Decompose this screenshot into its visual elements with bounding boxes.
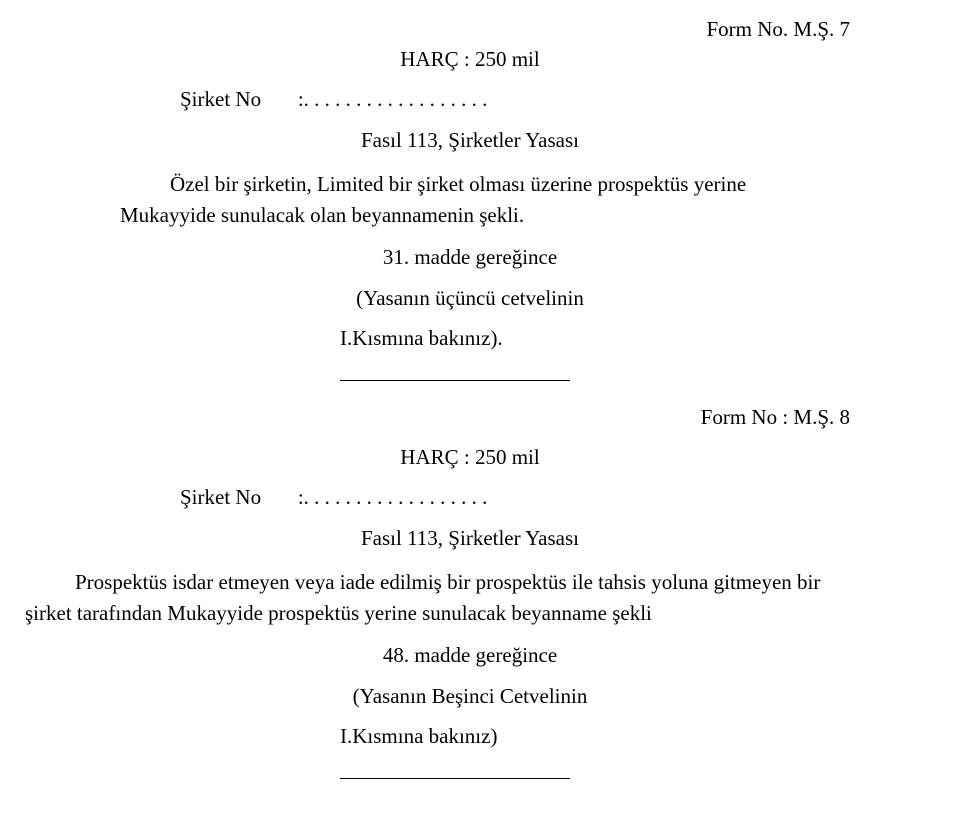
schedule-ref-1: (Yasanın üçüncü cetvelinin xyxy=(60,283,880,313)
company-no-label-2: Şirket No xyxy=(180,485,261,509)
article-line-1: 31. madde gereğince xyxy=(60,242,880,272)
chapter-line-2: Fasıl 113, Şirketler Yasası xyxy=(60,523,880,553)
fee-line-2: HARÇ : 250 mil xyxy=(60,442,880,472)
fee-line-1: HARÇ : 250 mil xyxy=(60,44,880,74)
form-block-2: HARÇ : 250 mil Şirket No :. . . . . . . … xyxy=(0,402,960,779)
chapter-line-1: Fasıl 113, Şirketler Yasası xyxy=(60,125,880,155)
part-ref-1: I.Kısmına bakınız). xyxy=(340,323,880,353)
document-page: Form No. M.Ş. 7 HARÇ : 250 mil Şirket No… xyxy=(0,0,960,834)
horizontal-rule-2 xyxy=(340,778,570,779)
horizontal-rule-1 xyxy=(340,380,570,381)
company-no-dots-1: :. . . . . . . . . . . . . . . . . . xyxy=(298,87,488,111)
description-paragraph-2: Prospektüs isdar etmeyen veya iade edilm… xyxy=(25,567,880,628)
article-line-2: 48. madde gereğince xyxy=(60,640,880,670)
part-ref-2: I.Kısmına bakınız) xyxy=(340,721,880,751)
description-paragraph-1: Özel bir şirketin, Limited bir şirket ol… xyxy=(120,169,880,230)
schedule-ref-2: (Yasanın Beşinci Cetvelinin xyxy=(60,681,880,711)
company-no-dots-2: :. . . . . . . . . . . . . . . . . . xyxy=(298,485,488,509)
company-no-label-1: Şirket No xyxy=(180,87,261,111)
company-no-line-2: Şirket No :. . . . . . . . . . . . . . .… xyxy=(180,482,880,512)
form-number-7: Form No. M.Ş. 7 xyxy=(706,14,850,44)
company-no-line-1: Şirket No :. . . . . . . . . . . . . . .… xyxy=(180,84,880,114)
